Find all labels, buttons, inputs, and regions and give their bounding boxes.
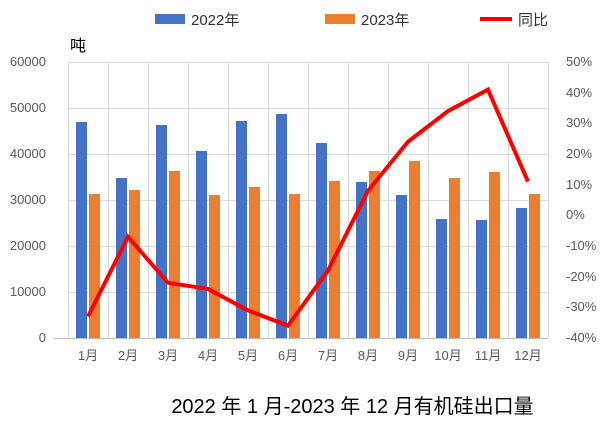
bar: [449, 177, 460, 338]
bar: [356, 182, 367, 338]
bar: [316, 142, 327, 338]
x-axis-label: 7月: [317, 348, 339, 363]
bar: [369, 171, 380, 338]
x-axis-label: 8月: [357, 348, 379, 363]
bar: [436, 218, 447, 338]
y-axis-label-right: -20%: [566, 268, 597, 284]
legend-label: 同比: [518, 11, 549, 29]
gridline-horizontal: [68, 62, 548, 63]
x-axis-line: [54, 338, 548, 339]
gridline-horizontal: [68, 108, 548, 109]
x-axis-label: 3月: [157, 348, 179, 363]
x-axis-label: 9月: [397, 348, 419, 363]
x-axis-label: 4月: [197, 348, 219, 363]
bar: [529, 193, 540, 338]
legend-line-swatch: [480, 17, 512, 21]
legend-item: 同比: [480, 8, 548, 30]
bar: [516, 207, 527, 338]
bar: [169, 171, 180, 338]
bar: [289, 193, 300, 338]
bar: [329, 180, 340, 338]
y-axis-label-right: -10%: [566, 238, 597, 253]
legend-color-swatch: [155, 14, 185, 24]
y-axis-label-right: -30%: [566, 299, 597, 315]
bar: [209, 195, 220, 338]
x-axis-label: 1月: [77, 348, 99, 363]
x-axis-label: 11月: [474, 348, 502, 363]
bar: [196, 151, 207, 338]
legend-label: 2022年: [191, 11, 240, 29]
y-axis-label-right: 30%: [566, 115, 593, 131]
left-axis-unit-label: 吨: [70, 38, 87, 55]
x-axis-label: 12月: [514, 348, 542, 363]
bar: [89, 194, 100, 338]
x-axis-label: 5月: [237, 348, 259, 363]
legend-item: 2022年: [155, 8, 239, 30]
y-axis-label-left: 0: [38, 330, 46, 345]
bar: [129, 189, 140, 338]
legend: 2022年 2023年 同比: [0, 8, 609, 32]
gridline-horizontal: [68, 154, 548, 155]
legend-item: 2023年: [325, 8, 409, 30]
bar: [396, 195, 407, 338]
y-axis-label-left: 50000: [9, 100, 46, 115]
y-axis-label-left: 30000: [9, 192, 46, 207]
y-axis-label-right: -40%: [566, 330, 597, 345]
y-axis-label-right: 0%: [566, 207, 585, 223]
bar: [489, 171, 500, 338]
bar: [409, 161, 420, 338]
legend-label: 2023年: [361, 11, 410, 29]
bar: [76, 121, 87, 338]
bar: [249, 187, 260, 338]
legend-color-swatch: [325, 14, 355, 24]
y-axis-label-left: 40000: [9, 146, 46, 161]
x-axis-label: 6月: [277, 348, 299, 363]
bar: [476, 220, 487, 338]
gridline-horizontal: [68, 200, 548, 201]
y-axis-label-right: 40%: [566, 84, 593, 100]
bar: [276, 113, 287, 338]
bar: [116, 178, 127, 338]
y-axis-label-left: 60000: [9, 54, 46, 69]
bar: [156, 125, 167, 338]
x-axis-label: 2月: [117, 348, 139, 363]
y-axis-label-right: 50%: [566, 54, 593, 69]
bar: [236, 120, 247, 338]
y-axis-label-left: 10000: [9, 284, 46, 299]
y-axis-label-left: 20000: [9, 238, 46, 253]
chart-title: 2022 年 1 月-2023 年 12 月有机硅出口量: [171, 396, 534, 418]
x-axis-label: 10月: [434, 348, 462, 363]
gridline-vertical: [548, 62, 549, 338]
y-axis-label-right: 10%: [566, 176, 593, 192]
y-axis-label-right: 20%: [566, 146, 593, 161]
